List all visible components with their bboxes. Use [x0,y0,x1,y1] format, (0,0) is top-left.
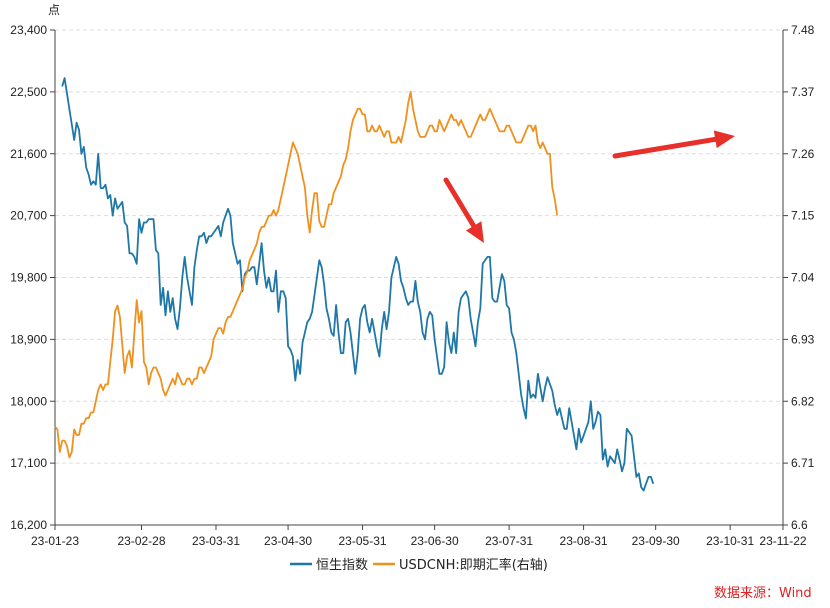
annotation-arrows [443,130,735,243]
source-note: 数据来源：Wind [714,586,812,601]
left-axis-unit-label: 点 [48,3,60,17]
arrow-down-annotation [443,177,484,243]
right-tick-label: 7.48 [791,23,815,37]
right-tick-label: 7.15 [791,209,815,223]
right-tick-label: 7.26 [791,147,815,161]
x-tick-label: 23-09-30 [632,534,680,548]
grid-lines [55,29,783,464]
x-tick-label: 23-03-31 [192,534,240,548]
left-tick-label: 20,700 [10,209,47,223]
x-tick-label: 23-02-28 [117,534,165,548]
hsi-series-line [61,77,655,492]
x-tick-label: 23-07-31 [485,534,533,548]
right-tick-label: 7.04 [791,271,815,285]
left-tick-label: 17,100 [10,456,47,470]
left-tick-label: 22,500 [10,85,47,99]
x-tick-label: 23-05-31 [339,534,387,548]
right-tick-label: 6.6 [791,518,808,532]
left-tick-label: 16,200 [10,518,47,532]
legend: 恒生指数 USDCNH:即期汇率(右轴) [290,557,548,573]
usdcnh-series-line [54,91,559,459]
right-tick-label: 6.71 [791,456,815,470]
axes: 23,400 7.48 22,500 7.37 21,600 7.26 20,700 7.15… [10,23,814,548]
left-tick-label: 18,000 [10,394,47,408]
right-tick-label: 7.37 [791,85,815,99]
right-tick-label: 6.93 [791,332,815,346]
legend-label: USDCNH:即期汇率(右轴) [399,557,548,573]
left-tick-label: 18,900 [10,332,47,346]
x-tick-label: 23-08-31 [560,534,608,548]
x-tick-label: 23-01-23 [31,534,79,548]
left-tick-label: 21,600 [10,147,47,161]
arrow-up-annotation [612,130,735,159]
legend-label: 恒生指数 [316,558,368,573]
series-lines [54,77,655,492]
left-tick-label: 23,400 [10,23,47,37]
x-tick-label: 23-10-31 [706,534,754,548]
x-tick-label: 23-11-22 [759,534,806,548]
right-tick-label: 6.82 [791,394,815,408]
left-tick-label: 19,800 [10,271,47,285]
x-tick-label: 23-06-30 [411,534,459,548]
x-tick-label: 23-04-30 [264,534,312,548]
